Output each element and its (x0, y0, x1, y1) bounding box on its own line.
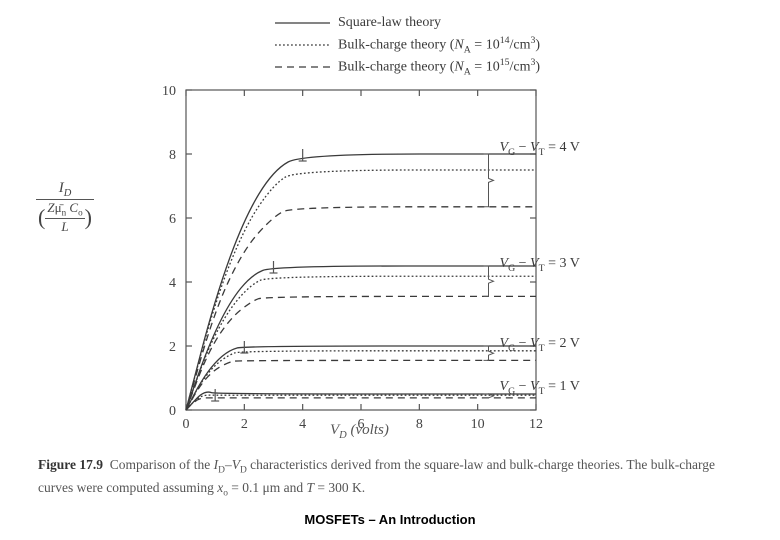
curve-group-label: VG − VT = 4 V (500, 140, 580, 158)
caption-label: Figure 17.9 (38, 457, 103, 472)
page-footer: MOSFETs – An Introduction (0, 512, 780, 527)
svg-text:0: 0 (183, 417, 190, 432)
svg-text:2: 2 (241, 417, 248, 432)
ylabel-denom-bot: L (45, 219, 84, 235)
ylabel-numerator: ID (36, 180, 94, 200)
chart-svg: 0246810120246810 (90, 10, 730, 430)
curve-group-label: VG − VT = 1 V (500, 379, 580, 397)
x-axis-label: VD (volts) (330, 422, 389, 441)
svg-text:4: 4 (299, 417, 306, 432)
svg-text:8: 8 (169, 148, 176, 163)
svg-text:4: 4 (169, 276, 176, 291)
ylabel-denom-top: Zμ̄n Co (45, 200, 84, 219)
svg-text:12: 12 (529, 417, 543, 432)
curve-group-label: VG − VT = 2 V (500, 336, 580, 354)
svg-text:10: 10 (162, 84, 176, 99)
page-root: { "chart": { "type": "line", "plot": { "… (0, 0, 780, 540)
figure-caption: Figure 17.9 Comparison of the ID–VD char… (38, 455, 748, 502)
caption-text: Comparison of the ID–VD characteristics … (38, 457, 715, 495)
svg-text:0: 0 (169, 404, 176, 419)
svg-text:8: 8 (416, 417, 423, 432)
svg-text:6: 6 (169, 212, 176, 227)
curve-group-label: VG − VT = 3 V (500, 256, 580, 274)
svg-text:2: 2 (169, 340, 176, 355)
svg-text:10: 10 (471, 417, 485, 432)
